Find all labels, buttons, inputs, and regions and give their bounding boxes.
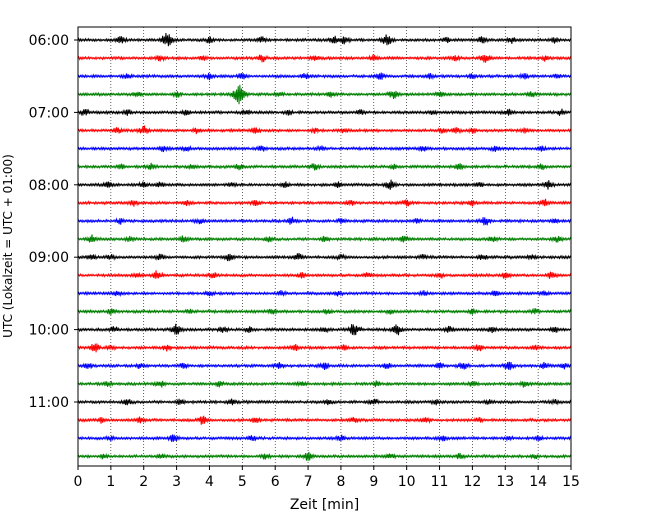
- trace-10:45: [77, 380, 572, 388]
- trace-06:45: [77, 84, 572, 105]
- y-axis-label: UTC (Lokalzeit = UTC + 01:00): [1, 154, 15, 338]
- x-tick-label: 12: [463, 474, 481, 490]
- trace-08:30: [77, 216, 572, 226]
- trace-08:45: [77, 234, 572, 243]
- x-tick-label: 5: [238, 474, 247, 490]
- trace-09:30: [77, 289, 572, 298]
- trace-07:45: [77, 162, 572, 171]
- y-axis-ticks: 06:00 07:00 08:00 09:00 10:00 11:00: [29, 33, 78, 411]
- y-tick-label: 08:00: [29, 178, 69, 194]
- x-tick-label: 4: [205, 474, 214, 490]
- trace-07:30: [77, 144, 572, 153]
- trace-08:00: [77, 179, 572, 190]
- x-axis-label: Zeit [min]: [290, 497, 359, 513]
- trace-07:00: [77, 108, 572, 117]
- trace-11:15: [77, 415, 572, 425]
- grid-lines: [110, 27, 539, 466]
- y-tick-label: 11:00: [29, 395, 69, 411]
- trace-11:45: [77, 451, 572, 461]
- x-tick-label: 11: [431, 474, 449, 490]
- y-tick-label: 07:00: [29, 105, 69, 121]
- x-tick-label: 14: [529, 474, 547, 490]
- trace-11:00: [77, 398, 572, 406]
- trace-09:15: [77, 270, 572, 279]
- trace-08:15: [77, 198, 572, 207]
- x-tick-label: 0: [74, 474, 83, 490]
- x-tick-label: 1: [106, 474, 115, 490]
- y-tick-label: 06:00: [29, 33, 69, 49]
- trace-07:15: [77, 125, 572, 135]
- trace-10:00: [77, 323, 572, 336]
- plot-frame: [77, 26, 572, 467]
- trace-10:30: [77, 361, 572, 371]
- trace-06:30: [77, 72, 572, 81]
- x-tick-label: 9: [369, 474, 378, 490]
- x-tick-label: 7: [304, 474, 313, 490]
- trace-06:15: [77, 54, 572, 63]
- trace-10:15: [77, 343, 572, 353]
- x-tick-label: 15: [562, 474, 580, 490]
- x-tick-label: 2: [139, 474, 148, 490]
- trace-11:30: [77, 434, 572, 442]
- seismic-traces: [77, 33, 572, 461]
- x-axis-ticks: 0 1 2 3 4 5 6 7 8 9 10 11 12 13 14 15: [74, 466, 580, 490]
- y-tick-label: 09:00: [29, 250, 69, 266]
- x-tick-label: 10: [398, 474, 416, 490]
- x-tick-label: 3: [172, 474, 181, 490]
- y-tick-label: 10:00: [29, 323, 69, 339]
- trace-06:00: [77, 33, 572, 47]
- trace-09:45: [77, 308, 572, 316]
- x-tick-label: 6: [271, 474, 280, 490]
- x-tick-label: 13: [496, 474, 514, 490]
- trace-09:00: [77, 253, 572, 262]
- x-tick-label: 8: [336, 474, 345, 490]
